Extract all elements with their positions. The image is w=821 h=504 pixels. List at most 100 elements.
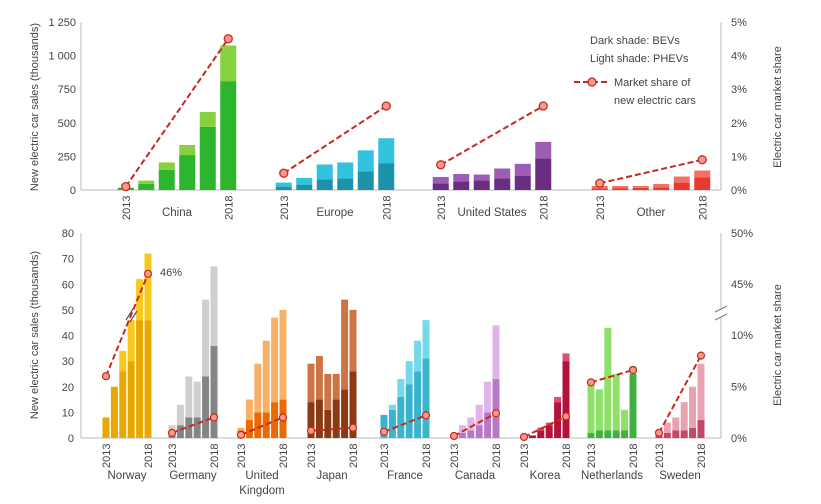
year-label: 2018 [697,196,709,220]
bar-phev [254,363,262,413]
bar-bev [136,320,144,438]
legend-text: Light shade: PHEVs [590,53,689,65]
bar-bev [378,163,395,190]
legend-text: new electric cars [614,95,696,107]
bar-phev [210,266,218,346]
category-label: Europe [316,207,353,219]
category-label: Germany [169,470,217,482]
market-share-line [171,416,215,434]
bar-bev [110,386,118,438]
market-share-point [586,378,596,387]
market-share-point [436,160,446,170]
bar-bev [475,425,483,438]
bar-phev [237,427,245,431]
bar-phev [475,404,483,426]
market-share-point [279,168,289,178]
bar-phev [378,138,395,164]
year-label: 2018 [696,444,708,468]
year-label: 2018 [381,196,393,220]
market-share-point [167,428,177,437]
bar-phev [316,164,333,180]
bar-bev [220,81,237,190]
category-label: France [387,470,423,482]
bar-phev [220,45,237,82]
category-label: Canada [455,470,496,482]
y-right-axis-title: Electric car market share [772,46,784,168]
norway-share-annotation: 46% [160,267,182,279]
year-label: 2018 [209,444,221,468]
market-share-line [658,355,702,434]
legend-text: Market share of [614,77,691,89]
bar-bev [422,358,430,438]
year-label: 2013 [449,444,461,468]
bar-bev [537,430,545,438]
bar-phev [271,317,279,403]
year-label: 2013 [167,444,179,468]
bar-bev [514,176,531,190]
bar-phev [612,373,620,431]
bar-phev [422,320,430,359]
bar-phev [612,185,629,189]
y-tick-label: 500 [58,118,76,130]
market-share-line [383,414,427,433]
bar-phev [414,340,422,372]
bar-phev [193,381,201,418]
bar-phev [595,389,603,431]
market-share-point [306,426,316,435]
bar-bev [380,414,388,438]
line-break-mark [129,310,138,323]
bar-bev [562,361,570,438]
market-share-point [236,430,246,440]
y-right-axis-title: Electric car market share [772,284,784,406]
y-right-tick-label: 0% [731,185,747,197]
bar-phev [315,356,323,400]
y-right-tick-label: 4% [731,51,747,63]
market-share-line [453,412,497,437]
bar-phev [262,340,270,413]
bar-bev [694,177,711,190]
legend-marker [587,77,597,87]
bar-bev [484,412,492,438]
bar-bev [179,155,196,190]
bar-bev [673,182,690,190]
category-label: China [162,207,193,219]
bar-bev [341,389,349,438]
bar-bev [689,427,697,438]
bar-phev [275,182,292,187]
y-right-tick-label: 3% [731,84,747,96]
bar-phev [168,425,176,431]
bar-bev [405,384,413,438]
category-label: Netherlands [581,470,643,482]
bar-bev [337,178,354,190]
bar-bev [629,373,637,438]
bar-bev [119,371,127,438]
year-label: 2018 [348,444,360,468]
bar-bev [193,417,201,438]
market-share-line [124,38,230,188]
category-label: Other [637,207,666,219]
bar-phev [604,327,612,431]
bar-phev [554,397,562,403]
market-share-line [310,426,354,432]
bar-bev [210,345,218,438]
bar-phev [663,422,671,433]
bar-phev [673,176,690,183]
bar-bev [414,371,422,438]
y-right-tick-label: 0% [731,433,747,445]
market-share-point [696,351,706,360]
bar-phev [337,162,354,179]
market-share-point [654,428,664,437]
y-tick-label: 20 [62,382,74,394]
bar-phev [680,402,688,431]
y-tick-label: 750 [58,84,76,96]
bar-bev [102,417,110,438]
bar-phev [621,409,629,431]
category-label: United States [457,207,526,219]
bar-bev [296,184,313,190]
y-tick-label: 30 [62,356,74,368]
bar-bev [202,376,210,438]
bar-bev [587,432,595,438]
bar-phev [672,417,680,431]
bar-bev [349,371,357,438]
